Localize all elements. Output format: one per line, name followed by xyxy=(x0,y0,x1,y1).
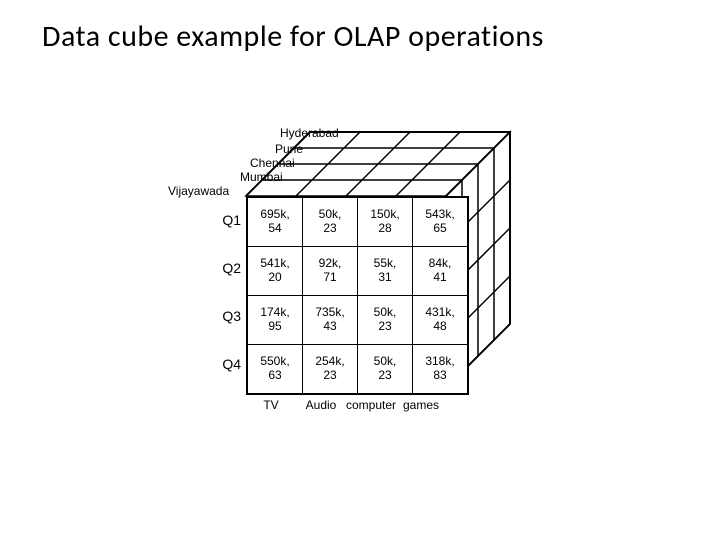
row-label: Q1 xyxy=(205,196,241,244)
cube-cell: 254k,23 xyxy=(303,345,358,395)
column-label: Audio xyxy=(296,394,346,412)
depth-label: Hyderabad xyxy=(280,126,339,140)
depth-label: Mumbai xyxy=(240,170,283,184)
column-label: TV xyxy=(246,394,296,412)
table-row: 541k,20 92k,71 55k,31 84k,41 xyxy=(247,247,468,296)
depth-label: Chennai xyxy=(250,156,295,170)
column-labels: TV Audio computer games xyxy=(246,394,446,412)
cube-cell: 150k,28 xyxy=(358,197,413,247)
cube-cell: 541k,20 xyxy=(247,247,303,296)
slide: Data cube example for OLAP operations Vi… xyxy=(0,0,720,540)
depth-label: Pune xyxy=(275,142,303,156)
cube-cell: 550k,63 xyxy=(247,345,303,395)
cube-cell: 50k,23 xyxy=(358,345,413,395)
cube-cell: 735k,43 xyxy=(303,296,358,345)
row-label: Q2 xyxy=(205,244,241,292)
cube-cell: 50k,23 xyxy=(358,296,413,345)
cube-cell: 431k,48 xyxy=(413,296,469,345)
row-label: Q4 xyxy=(205,340,241,388)
table-row: 695k,54 50k,23 150k,28 543k,65 xyxy=(247,197,468,247)
column-label: games xyxy=(396,394,446,412)
row-labels: Q1 Q2 Q3 Q4 xyxy=(205,196,241,388)
column-label: computer xyxy=(346,394,396,412)
cube-front-face: 695k,54 50k,23 150k,28 543k,65 541k,20 9… xyxy=(246,196,469,395)
slide-title: Data cube example for OLAP operations xyxy=(0,18,720,55)
cube-cell: 92k,71 xyxy=(303,247,358,296)
table-row: 174k,95 735k,43 50k,23 431k,48 xyxy=(247,296,468,345)
cube-cell: 50k,23 xyxy=(303,197,358,247)
cube-cell: 84k,41 xyxy=(413,247,469,296)
cube-cell: 55k,31 xyxy=(358,247,413,296)
cube-cell: 695k,54 xyxy=(247,197,303,247)
data-cube-diagram: Vijayawada Mumbai Chennai Pune Hyderabad… xyxy=(150,110,580,490)
cube-cell: 174k,95 xyxy=(247,296,303,345)
cube-cell: 318k,83 xyxy=(413,345,469,395)
table-row: 550k,63 254k,23 50k,23 318k,83 xyxy=(247,345,468,395)
cube-cell: 543k,65 xyxy=(413,197,469,247)
row-label: Q3 xyxy=(205,292,241,340)
